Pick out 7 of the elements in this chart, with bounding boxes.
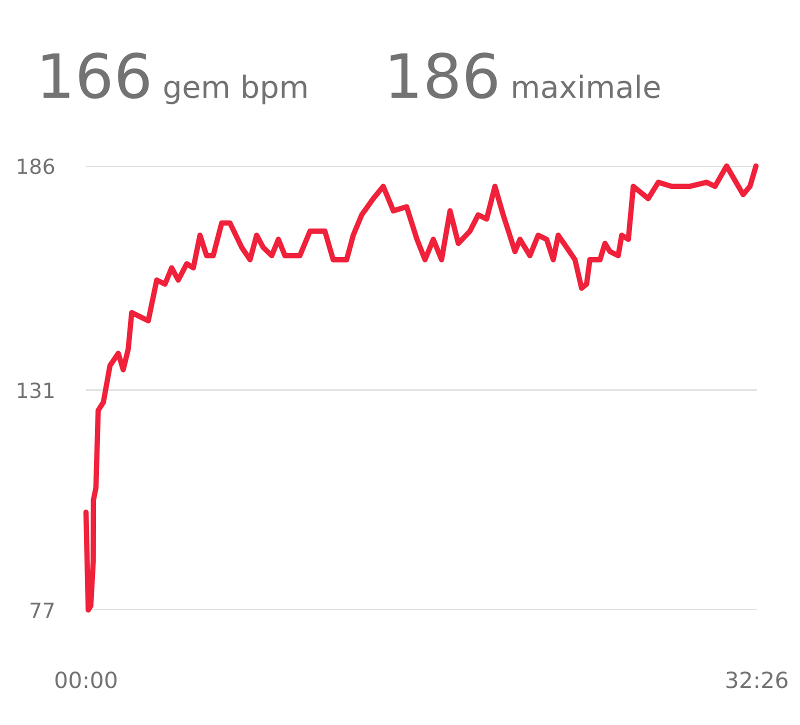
y-tick-label: 131 bbox=[18, 382, 54, 398]
y-tick-label: 77 bbox=[30, 602, 54, 618]
text: 186 maximale bbox=[390, 52, 660, 99]
text: 166 gem bpm bbox=[42, 52, 306, 104]
y-tick-label: 186 bbox=[18, 158, 54, 174]
x-tick-label: 00:00 bbox=[55, 672, 117, 688]
x-tick-label: 32:26 bbox=[726, 672, 788, 688]
